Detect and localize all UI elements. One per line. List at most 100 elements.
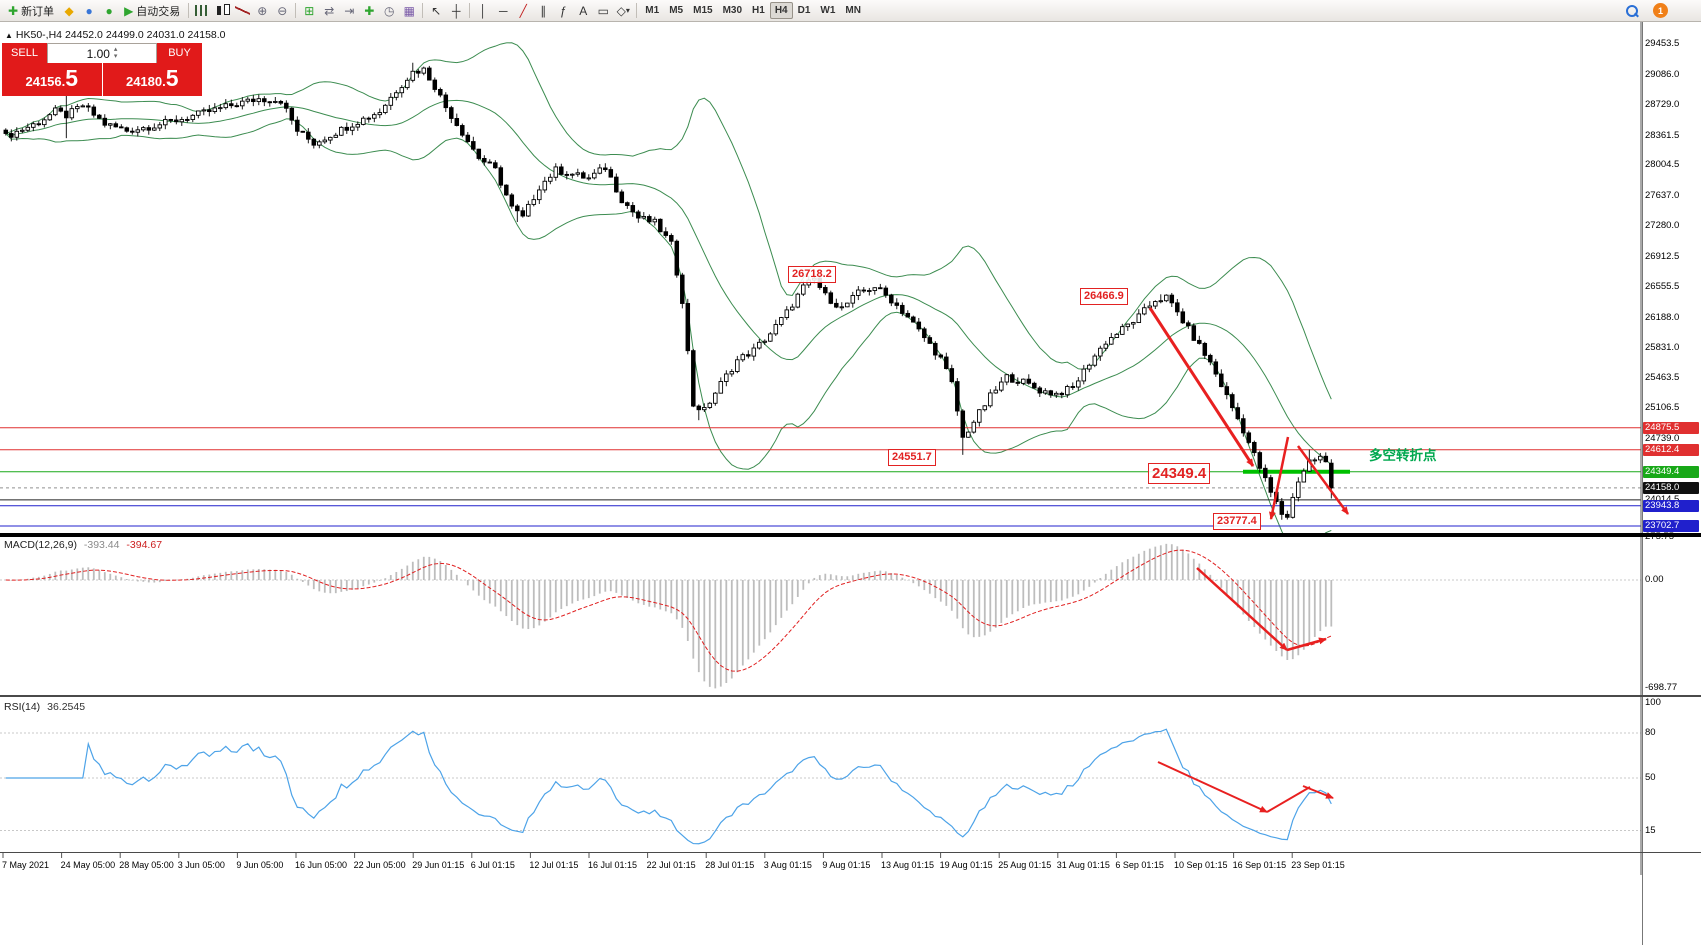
time-label: 19 Aug 01:15 <box>940 860 993 870</box>
price-label-highlight: 24612.4 <box>1643 443 1699 456</box>
time-label: 12 Jul 01:15 <box>529 860 578 870</box>
timeframe-h4[interactable]: H4 <box>769 2 793 19</box>
text-tool-icon[interactable]: A <box>579 3 588 18</box>
volume-spinner[interactable]: ▴ ▾ <box>113 45 118 61</box>
time-label: 29 Jun 01:15 <box>412 860 464 870</box>
trendline-tool-icon[interactable]: ╱ <box>519 3 527 18</box>
bar-chart-type-icon[interactable] <box>192 1 212 21</box>
autotrade-icon: ▶ <box>124 3 134 18</box>
price-label: 27637.0 <box>1645 190 1680 202</box>
candlestick-chart-type-icon[interactable] <box>212 1 232 21</box>
period-icon[interactable]: ◷ <box>384 3 395 18</box>
timeframe-h1[interactable]: H1 <box>752 5 765 16</box>
chart-shift-icon[interactable]: ⇥ <box>344 3 355 18</box>
toolbar-separator <box>636 3 638 18</box>
price-label: 25106.5 <box>1645 402 1680 414</box>
timeframe-m30[interactable]: M30 <box>722 5 743 16</box>
panel-separator[interactable] <box>0 695 1701 697</box>
price-axis[interactable]: 29453.5 29086.0 28729.0 28361.5 28004.5 27637… <box>1642 22 1701 945</box>
toolbar-separator <box>422 3 424 18</box>
time-label: 13 Aug 01:15 <box>881 860 934 870</box>
notification-badge[interactable]: 1 <box>1653 3 1668 18</box>
buy-price-button[interactable]: 24180. 5 <box>102 63 202 96</box>
volume-field[interactable]: 1.00 ▴ ▾ <box>47 43 157 63</box>
horizontal-line-tool-icon[interactable]: ─ <box>499 3 508 18</box>
new-order-icon: ✚ <box>8 3 19 18</box>
one-click-trading-panel: SELL 1.00 ▴ ▾ BUY 24156. 5 24180. 5 <box>2 43 202 96</box>
price-label: 24739.0 <box>1645 433 1680 445</box>
ohlc-text: HK50-,H4 24452.0 24499.0 24031.0 24158.0 <box>15 29 226 41</box>
time-label: 7 May 2021 <box>2 860 49 870</box>
price-label: 28004.5 <box>1645 159 1680 171</box>
price-label: 26188.0 <box>1645 311 1680 323</box>
price-label-highlight: 23702.7 <box>1643 519 1699 532</box>
timeframe-mn[interactable]: MN <box>845 5 861 16</box>
timeframe-w1[interactable]: W1 <box>820 5 836 16</box>
time-label: 28 Jul 01:15 <box>705 860 754 870</box>
templates-icon[interactable]: ▦ <box>403 3 415 18</box>
line-chart-type-icon[interactable] <box>232 1 252 21</box>
zoom-out-icon[interactable]: ⊖ <box>277 3 288 18</box>
autotrade-button[interactable]: ▶ 自动交易 <box>119 1 185 21</box>
volume-up-icon[interactable]: ▴ <box>113 45 118 53</box>
time-label: 22 Jul 01:15 <box>647 860 696 870</box>
macd-value-main: -393.44 <box>83 539 120 551</box>
chevron-down-icon: ▾ <box>625 5 630 15</box>
buy-button[interactable]: BUY <box>157 43 202 63</box>
community-icon[interactable]: ● <box>85 3 93 18</box>
volume-down-icon[interactable]: ▾ <box>113 52 118 60</box>
timeframe-m15[interactable]: M15 <box>693 5 713 16</box>
sell-button[interactable]: SELL <box>2 43 47 63</box>
zoom-in-icon[interactable]: ⊕ <box>257 3 268 18</box>
crosshair-icon[interactable]: ┼ <box>452 3 461 18</box>
time-label: 28 May 05:00 <box>119 860 174 870</box>
price-chart[interactable]: 7 May 2021 24 May 05:00 28 May 05:00 3 Jun … <box>0 22 1701 945</box>
volume-value[interactable]: 1.00 <box>86 46 110 61</box>
price-label: 27280.0 <box>1645 220 1680 232</box>
timeframe-m1[interactable]: M1 <box>645 5 660 16</box>
search-icon[interactable] <box>1625 4 1639 18</box>
shapes-dropdown[interactable]: ◇ ▾ <box>613 1 633 21</box>
panel-separator[interactable] <box>0 852 1701 853</box>
price-label: -698.77 <box>1645 682 1678 693</box>
buy-price-main: 24180. <box>125 74 166 89</box>
price-label: 100 <box>1645 697 1661 708</box>
label-tool-icon[interactable]: ▭ <box>597 3 609 18</box>
line-icon <box>234 4 250 17</box>
timeframe-m5[interactable]: M5 <box>669 5 684 16</box>
new-order-label: 新订单 <box>21 5 55 18</box>
price-label: 25831.0 <box>1645 341 1680 353</box>
mql-icon[interactable]: ◆ <box>64 3 74 18</box>
macd-value-signal: -394.67 <box>126 539 163 551</box>
price-label: 28729.0 <box>1645 98 1680 110</box>
buy-price-pips: 5 <box>165 65 179 91</box>
time-label: 3 Jun 05:00 <box>178 860 225 870</box>
panel-separator[interactable] <box>0 533 1701 537</box>
bars-icon <box>194 5 210 16</box>
price-label: 25463.5 <box>1645 372 1680 384</box>
time-label: 22 Jun 05:00 <box>354 860 406 870</box>
sell-price-button[interactable]: 24156. 5 <box>2 63 102 96</box>
time-label: 9 Aug 01:15 <box>822 860 870 870</box>
price-label: 26555.5 <box>1645 280 1680 292</box>
price-label: 0.00 <box>1645 574 1664 585</box>
price-label: 50 <box>1645 772 1656 783</box>
tile-windows-icon[interactable]: ⊞ <box>304 3 315 18</box>
indicators-icon[interactable]: ✚ <box>364 3 375 18</box>
cursor-icon[interactable]: ↖ <box>431 3 442 18</box>
market-icon[interactable]: ● <box>105 3 113 18</box>
timeframe-d1[interactable]: D1 <box>797 5 811 16</box>
time-label: 16 Sep 01:15 <box>1233 860 1287 870</box>
time-label: 25 Aug 01:15 <box>998 860 1051 870</box>
channel-tool-icon[interactable]: ∥ <box>540 3 547 18</box>
auto-scroll-icon[interactable]: ⇄ <box>324 3 335 18</box>
price-label-highlight: 24875.5 <box>1643 421 1699 434</box>
price-label-highlight: 24349.4 <box>1643 465 1699 478</box>
shapes-icon: ◇ <box>616 3 626 18</box>
toolbar-right-group: 1 <box>1625 3 1698 18</box>
rsi-name: RSI(14) <box>4 701 41 713</box>
new-order-button[interactable]: ✚ 新订单 <box>3 1 59 21</box>
fibonacci-tool-icon[interactable]: ƒ <box>559 3 567 18</box>
vertical-line-tool-icon[interactable]: │ <box>479 3 488 18</box>
